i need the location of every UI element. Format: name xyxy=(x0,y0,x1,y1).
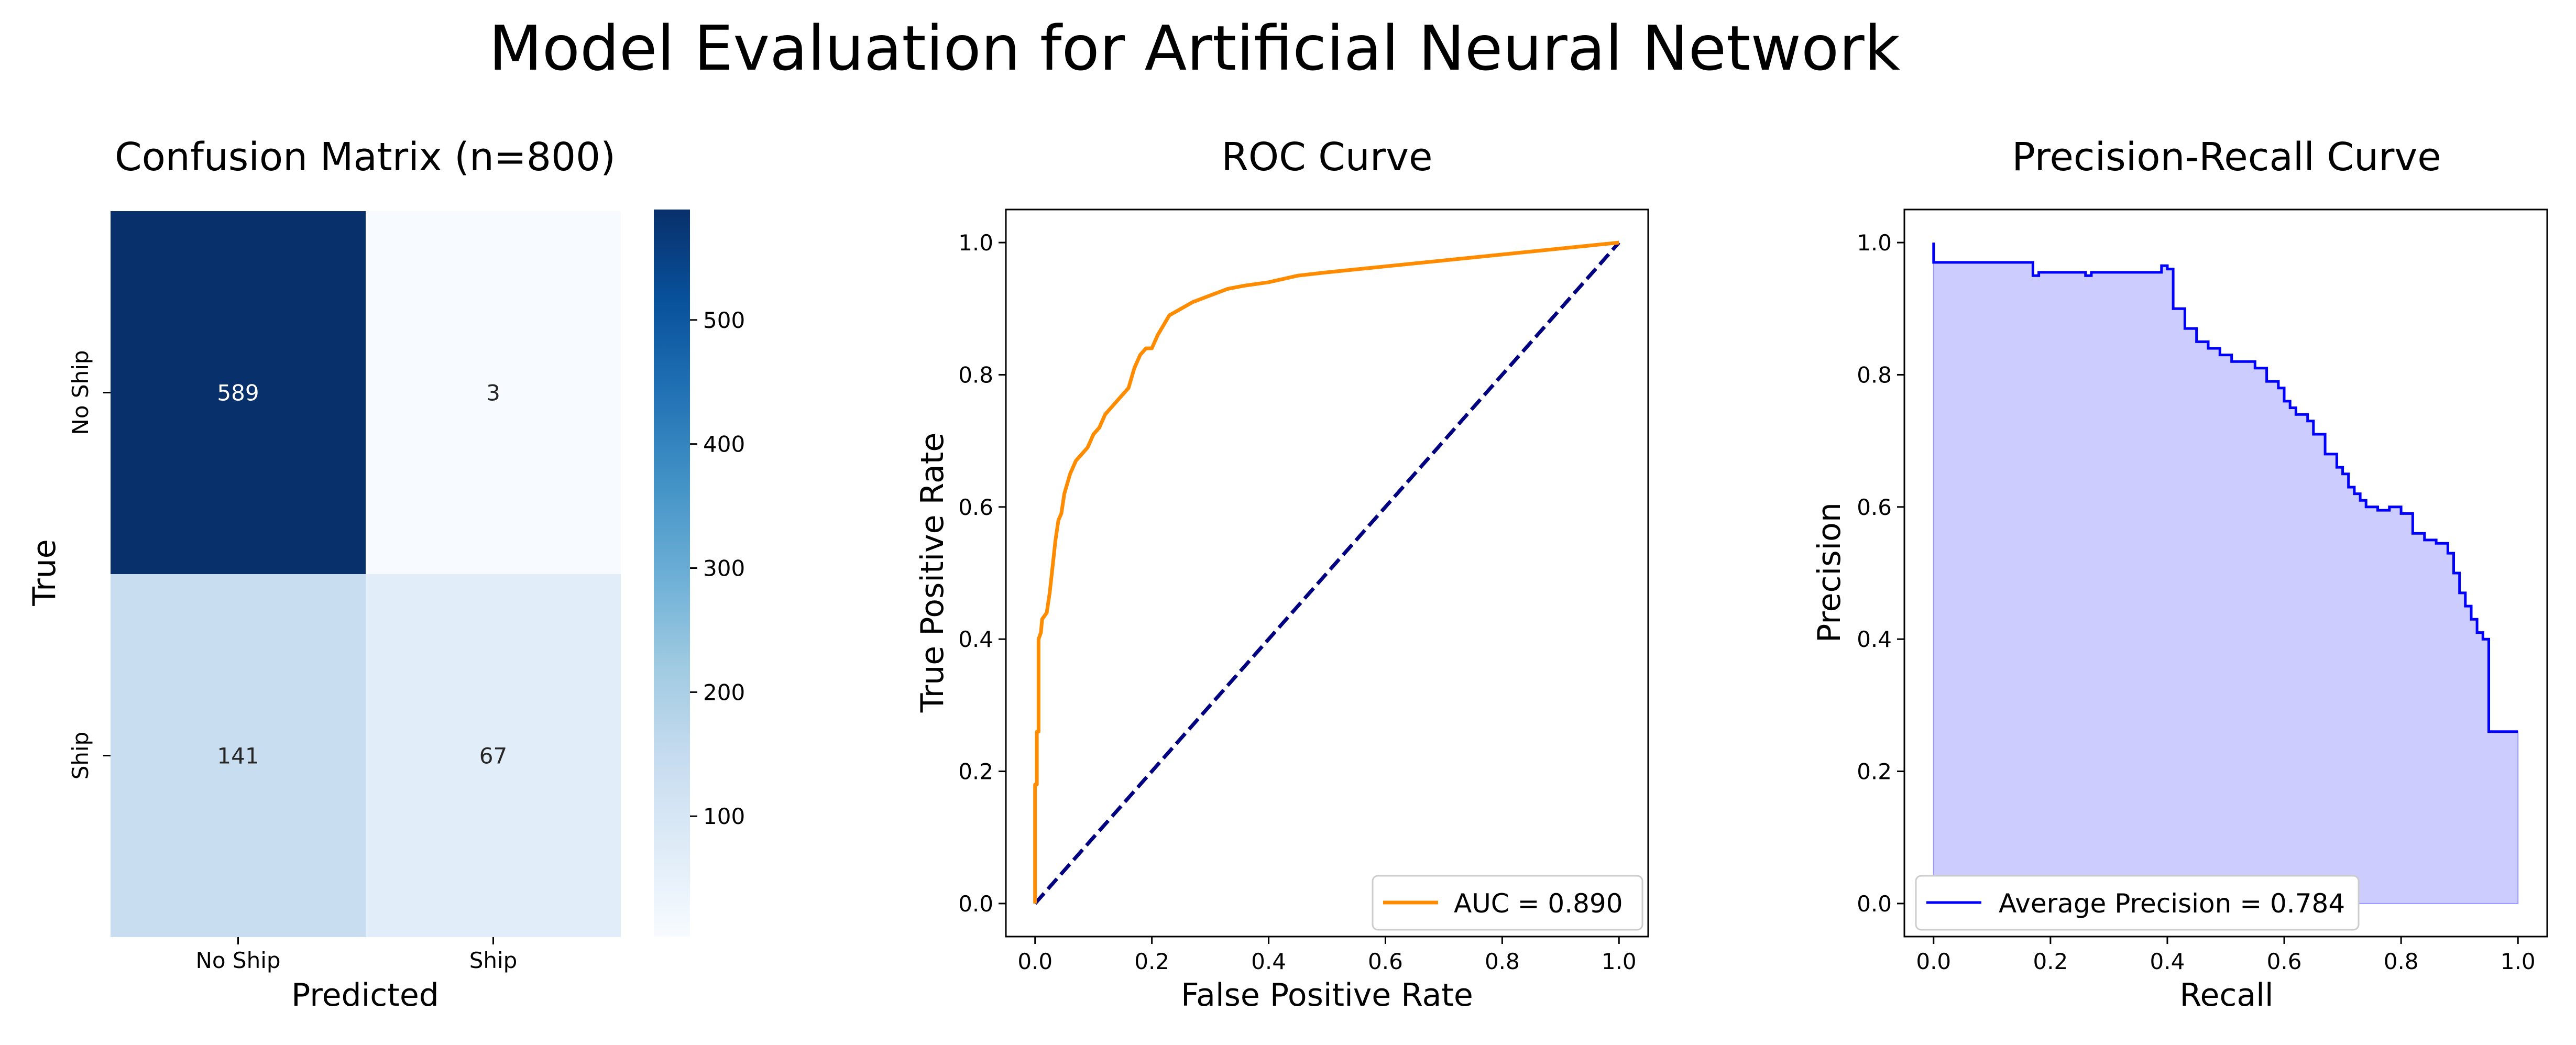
pr-y-tick-label: 0.2 xyxy=(1857,759,1892,785)
pr-y-tick-label: 0.0 xyxy=(1857,891,1892,917)
pr-legend-box xyxy=(1915,875,2360,931)
roc-panel: ROC Curve 0.0 0.2 0.4 0.6 0.8 1.0 0.0 0.2 0.4 0.6… xyxy=(914,135,1649,1014)
pr-panel: Precision-Recall Curve 0.0 0.2 0.4 0.6 0.8 1.… xyxy=(1811,135,2548,1014)
confusion-cell xyxy=(366,211,621,574)
pr-curve xyxy=(1932,243,2518,733)
confusion-matrix-ylabel: True xyxy=(26,539,63,606)
y-tick-label: No Ship xyxy=(68,350,93,435)
roc-title: ROC Curve xyxy=(1221,135,1432,180)
roc-x-tick-label: 0.2 xyxy=(1134,949,1169,974)
pr-y-tick-label: 0.6 xyxy=(1857,494,1892,520)
roc-frame xyxy=(1005,208,1649,938)
confusion-matrix-cells: 589 3 141 67 xyxy=(111,211,621,937)
pr-legend-label: Average Precision = 0.784 xyxy=(1999,888,2345,919)
confusion-cell-value: 3 xyxy=(486,380,500,406)
pr-xlabel: Recall xyxy=(2179,977,2273,1014)
pr-ylabel: Precision xyxy=(1811,502,1848,643)
pr-y-tick-label: 0.8 xyxy=(1857,362,1892,388)
confusion-cell xyxy=(366,574,621,937)
figure-title: Model Evaluation for Artificial Neural N… xyxy=(489,12,1900,84)
roc-plot-area: 0.0 0.2 0.4 0.6 0.8 1.0 0.0 0.2 0.4 0.6 0.8 1.0 xyxy=(958,208,1649,974)
pr-x-tick-label: 0.8 xyxy=(2384,949,2419,974)
roc-curve xyxy=(1033,240,1619,904)
roc-y-tick-label: 1.0 xyxy=(958,230,993,256)
colorbar-tick-label: 300 xyxy=(703,556,745,581)
confusion-cell-value: 589 xyxy=(217,380,259,406)
pr-x-tick-label: 0.0 xyxy=(1916,949,1951,974)
confusion-cell-value: 67 xyxy=(479,743,507,769)
roc-y-tick-label: 0.8 xyxy=(958,362,993,388)
confusion-matrix-panel: Confusion Matrix (n=800) 589 3 141 67 No Sh… xyxy=(26,135,745,1014)
roc-x-tick-label: 0.6 xyxy=(1368,949,1403,974)
confusion-cell xyxy=(111,211,366,574)
colorbar-tick-label: 100 xyxy=(703,804,745,829)
pr-x-tick-label: 0.2 xyxy=(2033,949,2068,974)
pr-plot-area: 0.0 0.2 0.4 0.6 0.8 1.0 0.0 0.2 0.4 0.6 0.8 1.0 xyxy=(1857,208,2548,974)
colorbar: 100 200 300 400 500 xyxy=(654,210,745,937)
pr-y-tick-label: 1.0 xyxy=(1857,230,1892,256)
pr-y-tick-label: 0.4 xyxy=(1857,626,1892,652)
roc-xlabel: False Positive Rate xyxy=(1181,977,1473,1014)
colorbar-tick-label: 400 xyxy=(703,432,745,457)
roc-legend-box xyxy=(1372,875,1643,931)
pr-legend: Average Precision = 0.784 xyxy=(1915,875,2360,931)
y-tick-label: Ship xyxy=(68,732,93,780)
confusion-cell xyxy=(111,574,366,937)
roc-y-tick-label: 0.0 xyxy=(958,891,993,917)
roc-x-tick-label: 0.0 xyxy=(1017,949,1053,974)
roc-legend: AUC = 0.890 xyxy=(1372,875,1643,931)
roc-x-tick-label: 0.8 xyxy=(1485,949,1520,974)
roc-x-tick-label: 0.4 xyxy=(1251,949,1286,974)
roc-ylabel: True Positive Rate xyxy=(914,433,951,713)
confusion-matrix-xlabel: Predicted xyxy=(291,977,439,1014)
colorbar-bar xyxy=(654,210,690,937)
pr-title: Precision-Recall Curve xyxy=(2012,135,2441,180)
roc-x-tick-label: 1.0 xyxy=(1602,949,1637,974)
x-tick-label: Ship xyxy=(469,948,518,973)
roc-y-tick-label: 0.4 xyxy=(958,626,993,652)
pr-x-tick-label: 0.6 xyxy=(2267,949,2302,974)
colorbar-tick-label: 200 xyxy=(703,679,745,705)
pr-x-tick-label: 1.0 xyxy=(2501,949,2536,974)
roc-legend-label: AUC = 0.890 xyxy=(1454,888,1623,919)
pr-frame xyxy=(1903,208,2548,938)
colorbar-tick-label: 500 xyxy=(703,307,745,333)
roc-chance-line xyxy=(1034,241,1620,905)
roc-y-tick-label: 0.2 xyxy=(958,759,993,785)
pr-x-tick-label: 0.4 xyxy=(2150,949,2185,974)
x-tick-label: No Ship xyxy=(195,948,280,973)
confusion-matrix-ticks: No Ship Ship No Ship Ship xyxy=(68,350,517,973)
confusion-matrix-title: Confusion Matrix (n=800) xyxy=(115,135,616,180)
roc-y-tick-label: 0.6 xyxy=(958,494,993,520)
confusion-cell-value: 141 xyxy=(217,743,259,769)
